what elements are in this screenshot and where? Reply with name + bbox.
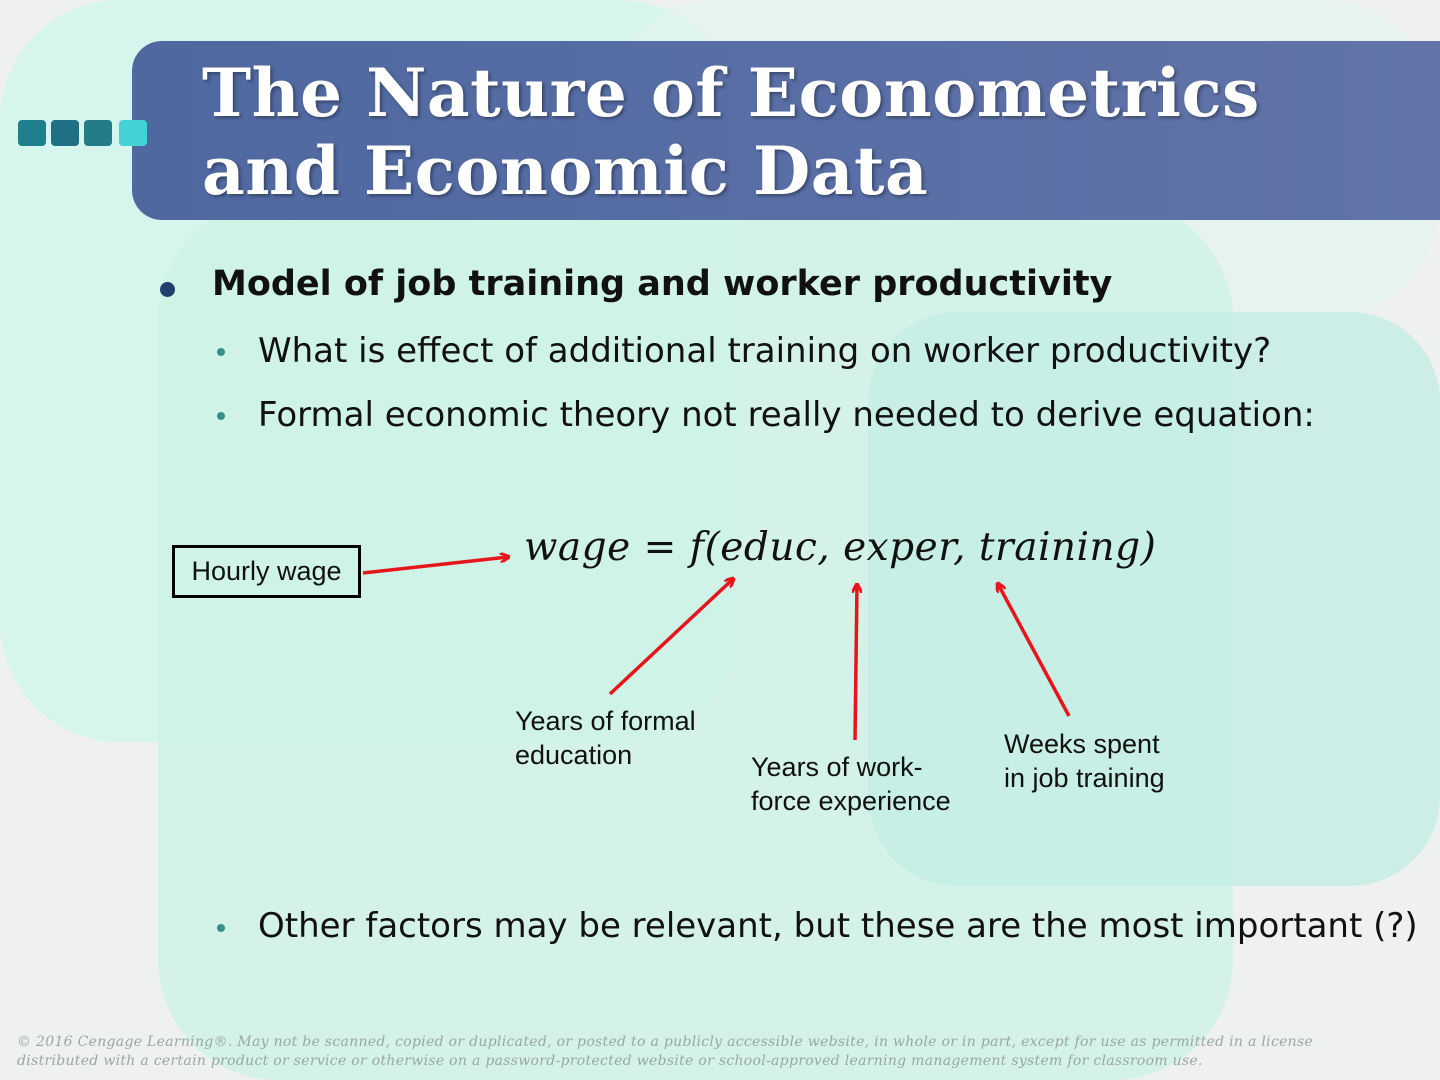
footer-line-1: © 2016 Cengage Learning®. May not be sca… [17,1034,1314,1050]
sub-bullet-dot-icon [217,348,225,356]
background-shape [868,312,1440,886]
sub-bullet-2: Formal economic theory not really needed… [258,395,1315,435]
exper-label-line-2: force experience [751,786,951,816]
bullet-dot-icon [160,282,175,297]
sub-bullet-dot-icon [217,412,225,420]
main-bullet-text: Model of job training and worker product… [212,264,1113,304]
square-icon [51,120,79,146]
training-label-line-1: Weeks spent [1004,729,1160,759]
footer-line-2: distributed with a certain product or se… [17,1053,1203,1069]
slide-title-line-2: and Economic Data [202,132,929,210]
arrow-to-training [998,584,1071,717]
training-label-line-2: in job training [1004,763,1165,793]
title-bar [132,41,1440,220]
arrow-to-educ [608,579,733,696]
square-icon [84,120,112,146]
educ-label-line-2: education [515,740,633,770]
sub-bullet-3: Other factors may be relevant, but these… [258,906,1418,946]
square-icon [119,120,147,146]
square-icon [18,120,46,146]
arrow-to-exper [855,585,857,741]
sub-bullet-dot-icon [217,924,225,932]
exper-label-line-1: Years of work- [751,752,923,782]
wage-equation: wage = f(educ, exper, training) [524,525,1157,570]
sub-bullet-1: What is effect of additional training on… [258,331,1272,371]
educ-label-line-1: Years of formal [515,706,696,736]
slide-title-line-1: The Nature of Econometrics [202,54,1260,132]
copyright-footer: © 2016 Cengage Learning®. May not be sca… [17,1033,1417,1071]
hourly-wage-box: Hourly wage [172,545,361,598]
arrow-to-wage [362,557,508,575]
